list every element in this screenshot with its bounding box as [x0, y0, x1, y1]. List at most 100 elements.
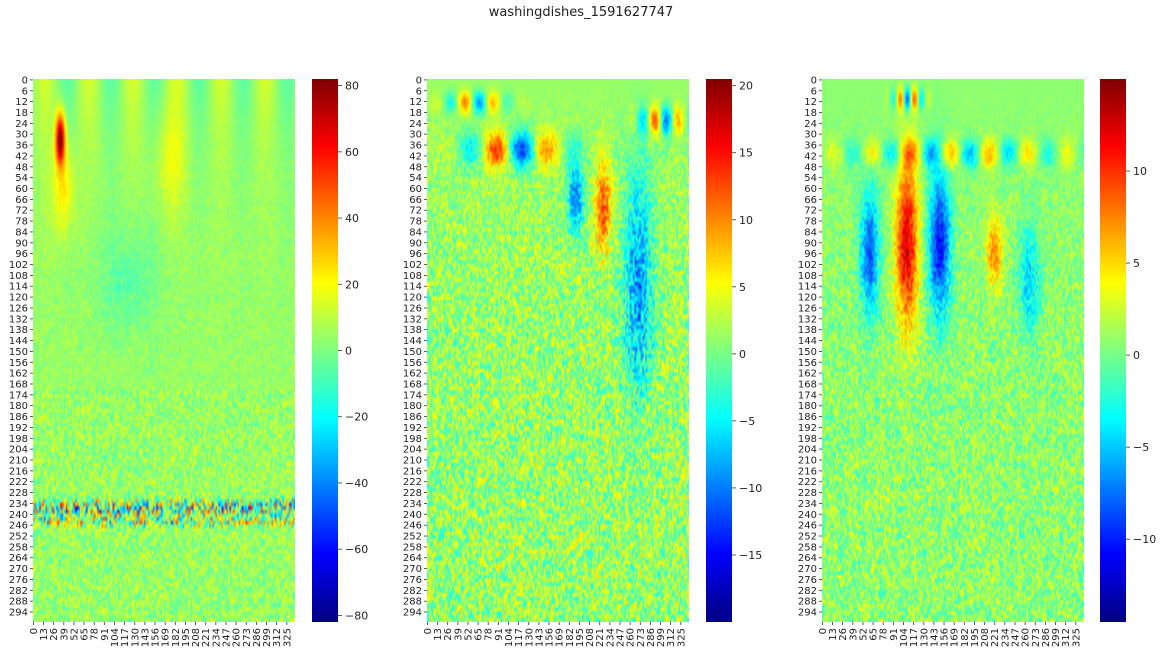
y-tick-label: 108 [9, 271, 28, 282]
colorbar-tick-label: −5 [739, 415, 755, 428]
x-tick-label: 208 [191, 628, 202, 647]
y-tick-label: 54 [409, 173, 422, 184]
x-tick-label: 0 [818, 628, 829, 634]
y-tick-label: 258 [9, 542, 28, 553]
y-tick-label: 156 [798, 358, 817, 369]
x-tick-label: 13 [828, 628, 839, 641]
y-tick-label: 270 [403, 564, 422, 575]
y-tick-label: 18 [804, 108, 817, 119]
x-tick-label: 234 [1000, 628, 1011, 647]
y-tick-label: 102 [798, 260, 817, 271]
x-tick-label: 208 [980, 628, 991, 647]
y-tick-label: 108 [798, 271, 817, 282]
y-tick-label: 252 [798, 532, 817, 543]
y-tick-label: 42 [15, 151, 28, 162]
x-tick-label: 325 [282, 628, 293, 647]
y-tick-label: 72 [15, 206, 28, 217]
x-tick-label: 325 [1071, 628, 1082, 647]
y-tick-label: 192 [9, 423, 28, 434]
y-tick-label: 78 [804, 217, 817, 228]
x-tick-label: 312 [1061, 628, 1072, 647]
y-tick-label: 174 [403, 390, 422, 401]
y-tick-label: 30 [804, 130, 817, 141]
y-tick-label: 24 [409, 119, 422, 130]
x-tick-label: 273 [1031, 628, 1042, 647]
colorbar-tick-label: 15 [739, 147, 753, 160]
y-tick-label: 24 [804, 119, 817, 130]
y-tick-label: 216 [403, 466, 422, 477]
x-tick-label: 312 [272, 628, 283, 647]
x-tick-label: 52 [858, 628, 869, 641]
y-tick-label: 30 [409, 130, 422, 141]
y-tick-label: 90 [15, 238, 28, 249]
x-tick-label: 26 [838, 628, 849, 641]
y-tick-label: 282 [403, 586, 422, 597]
y-tick-label: 282 [798, 586, 817, 597]
x-tick-label: 130 [919, 628, 930, 647]
x-tick-label: 156 [940, 628, 951, 647]
y-tick-label: 120 [798, 293, 817, 304]
heatmap-panel-2: 0612182430364248546066727884909610210811… [403, 75, 762, 647]
x-tick-label: 182 [171, 628, 182, 647]
x-tick-label: 273 [242, 628, 253, 647]
y-tick-label: 90 [409, 238, 422, 249]
y-tick-label: 198 [9, 434, 28, 445]
x-tick-label: 312 [666, 628, 677, 647]
y-tick-label: 180 [403, 401, 422, 412]
colorbar-tick-label: 80 [345, 80, 359, 93]
y-tick-label: 240 [798, 510, 817, 521]
x-tick-label: 286 [646, 628, 657, 647]
y-tick-label: 216 [798, 466, 817, 477]
y-tick-label: 222 [403, 477, 422, 488]
y-tick-label: 30 [15, 130, 28, 141]
y-tick-label: 126 [403, 303, 422, 314]
y-tick-label: 102 [403, 260, 422, 271]
y-tick-label: 210 [798, 456, 817, 467]
colorbar-tick-label: 20 [739, 80, 753, 93]
x-tick-label: 65 [80, 628, 91, 641]
x-tick-label: 0 [423, 628, 434, 634]
y-tick-label: 0 [811, 75, 817, 86]
y-tick-label: 108 [403, 271, 422, 282]
y-tick-label: 120 [9, 293, 28, 304]
x-tick-label: 130 [130, 628, 141, 647]
y-tick-label: 192 [403, 423, 422, 434]
y-tick-label: 222 [798, 477, 817, 488]
y-tick-label: 186 [403, 412, 422, 423]
x-tick-label: 221 [595, 628, 606, 647]
y-tick-label: 138 [798, 325, 817, 336]
colorbar-tick-label: −60 [345, 543, 368, 556]
colorbar-tick-label: −5 [1133, 441, 1149, 454]
y-tick-label: 12 [15, 97, 28, 108]
y-tick-label: 114 [403, 282, 422, 293]
y-tick-label: 0 [416, 75, 422, 86]
y-tick-label: 246 [403, 521, 422, 532]
colorbar-tick-label: 60 [345, 146, 359, 159]
colorbar-tick-label: 40 [345, 212, 359, 225]
y-tick-label: 156 [9, 358, 28, 369]
y-tick-label: 132 [798, 314, 817, 325]
x-tick-label: 130 [524, 628, 535, 647]
y-tick-label: 270 [798, 564, 817, 575]
heatmap-panel-1: 0612182430364248546066727884909610210811… [9, 75, 368, 647]
y-tick-label: 48 [804, 162, 817, 173]
y-tick-label: 72 [804, 206, 817, 217]
y-tick-label: 216 [9, 466, 28, 477]
x-tick-label: 182 [565, 628, 576, 647]
x-tick-label: 117 [514, 628, 525, 647]
y-tick-label: 276 [403, 575, 422, 586]
x-tick-label: 208 [585, 628, 596, 647]
y-tick-label: 234 [798, 499, 817, 510]
x-tick-label: 26 [49, 628, 60, 641]
x-tick-label: 65 [474, 628, 485, 641]
y-tick-label: 6 [22, 86, 28, 97]
y-tick-label: 18 [15, 108, 28, 119]
colorbar [1100, 79, 1126, 622]
x-tick-label: 26 [443, 628, 454, 641]
x-tick-label: 78 [90, 628, 101, 641]
x-tick-label: 117 [120, 628, 131, 647]
y-tick-label: 66 [15, 195, 28, 206]
y-tick-label: 204 [9, 445, 28, 456]
colorbar [706, 79, 732, 622]
